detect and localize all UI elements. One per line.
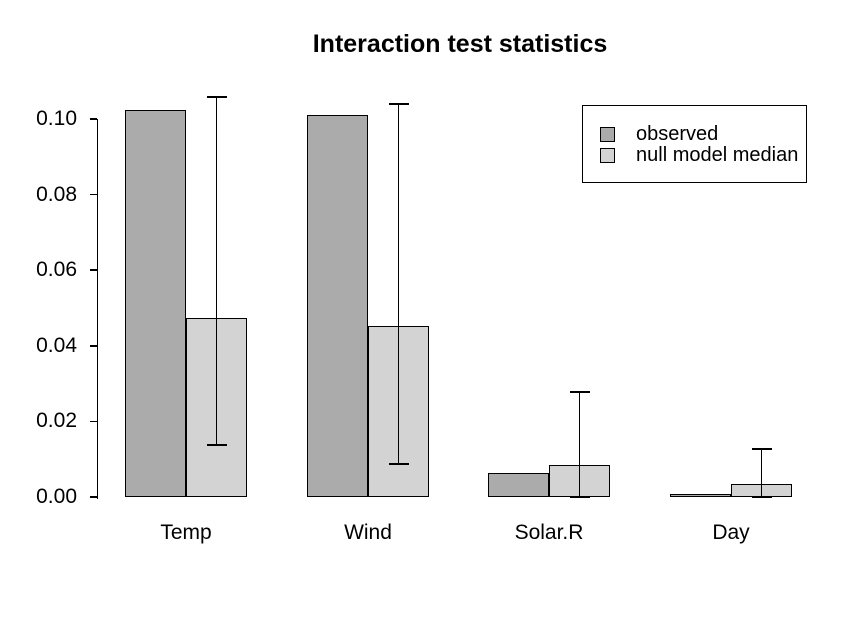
error-bar-cap-top-temp [206, 96, 227, 98]
bar-observed-day [670, 493, 731, 497]
y-axis-tick-label: 0.02 [36, 409, 77, 433]
error-bar-line-solar.r [578, 391, 581, 497]
x-axis-label-day: Day [712, 521, 750, 544]
legend-swatch-observed [600, 127, 615, 142]
chart-title: Interaction test statistics [312, 30, 608, 58]
y-axis-tick-label: 0.08 [36, 182, 77, 206]
x-axis-label-wind: Wind [344, 521, 392, 544]
bar-observed-wind [307, 115, 368, 497]
legend-label-observed: observed [636, 123, 719, 145]
legend-label-null-median: null model median [636, 144, 799, 166]
y-axis-tick [89, 420, 97, 423]
error-bar-line-day [760, 448, 763, 497]
error-bar-cap-bottom-solar.r [569, 496, 590, 498]
y-axis-tick [89, 193, 97, 196]
error-bar-line-wind [397, 103, 400, 465]
error-bar-cap-top-solar.r [569, 391, 590, 393]
y-axis-tick-label: 0.00 [36, 485, 77, 508]
bar-observed-temp [125, 109, 186, 497]
y-axis-tick [89, 118, 97, 120]
error-bar-cap-bottom-temp [206, 444, 227, 446]
x-axis-label-temp: Temp [160, 521, 212, 544]
error-bar-cap-top-wind [388, 103, 409, 105]
y-axis-tick [89, 496, 97, 498]
legend: observed null model median [582, 105, 807, 183]
legend-swatch-null-median [600, 148, 615, 163]
error-bar-cap-top-day [751, 448, 772, 450]
y-axis-tick-label: 0.04 [36, 333, 77, 357]
y-axis-tick [89, 345, 97, 347]
error-bar-line-temp [215, 97, 218, 445]
bar-observed-solar.r [488, 473, 549, 497]
error-bar-cap-bottom-day [751, 496, 772, 498]
y-axis-tick-label: 0.10 [36, 107, 77, 130]
y-axis-tick-label: 0.06 [36, 258, 77, 282]
y-axis-line [96, 119, 98, 499]
x-axis-label-solar.r: Solar.R [514, 521, 584, 544]
error-bar-cap-bottom-wind [388, 463, 409, 465]
y-axis-tick [89, 269, 97, 271]
